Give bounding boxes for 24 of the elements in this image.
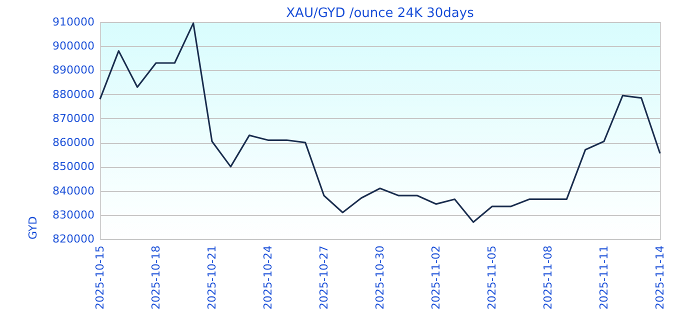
- x-tick-label: 2025-10-27: [318, 246, 330, 310]
- y-tick-label: 900000: [52, 40, 94, 53]
- y-tick-label: 870000: [52, 112, 94, 125]
- y-axis-title: GYD: [26, 216, 40, 240]
- y-tick-label: 830000: [52, 208, 94, 222]
- x-tick-label: 2025-11-11: [598, 246, 610, 310]
- x-tick-label: 2025-11-14: [654, 246, 666, 310]
- y-tick-label: 840000: [52, 184, 94, 198]
- chart-title: XAU/GYD /ounce 24K 30days: [286, 6, 474, 21]
- x-tick-label: 2025-10-18: [150, 246, 162, 310]
- y-tick-label: 910000: [52, 16, 94, 28]
- x-tick-label: 2025-10-21: [206, 246, 218, 310]
- x-tick-label: 2025-10-15: [94, 246, 106, 310]
- x-tick-label: 2025-11-02: [430, 246, 442, 310]
- y-tick-label: 820000: [52, 232, 94, 246]
- y-tick-label: 860000: [52, 136, 94, 150]
- y-tick-label: 880000: [52, 88, 94, 101]
- line-series: [99, 22, 661, 223]
- x-tick-label: 2025-11-08: [542, 246, 554, 310]
- x-tick-label: 2025-10-30: [374, 246, 386, 310]
- x-tick-label: 2025-11-05: [486, 246, 498, 310]
- y-tick-label: 890000: [52, 64, 94, 77]
- x-tick-label: 2025-10-24: [262, 246, 274, 310]
- y-tick-label: 850000: [52, 160, 94, 174]
